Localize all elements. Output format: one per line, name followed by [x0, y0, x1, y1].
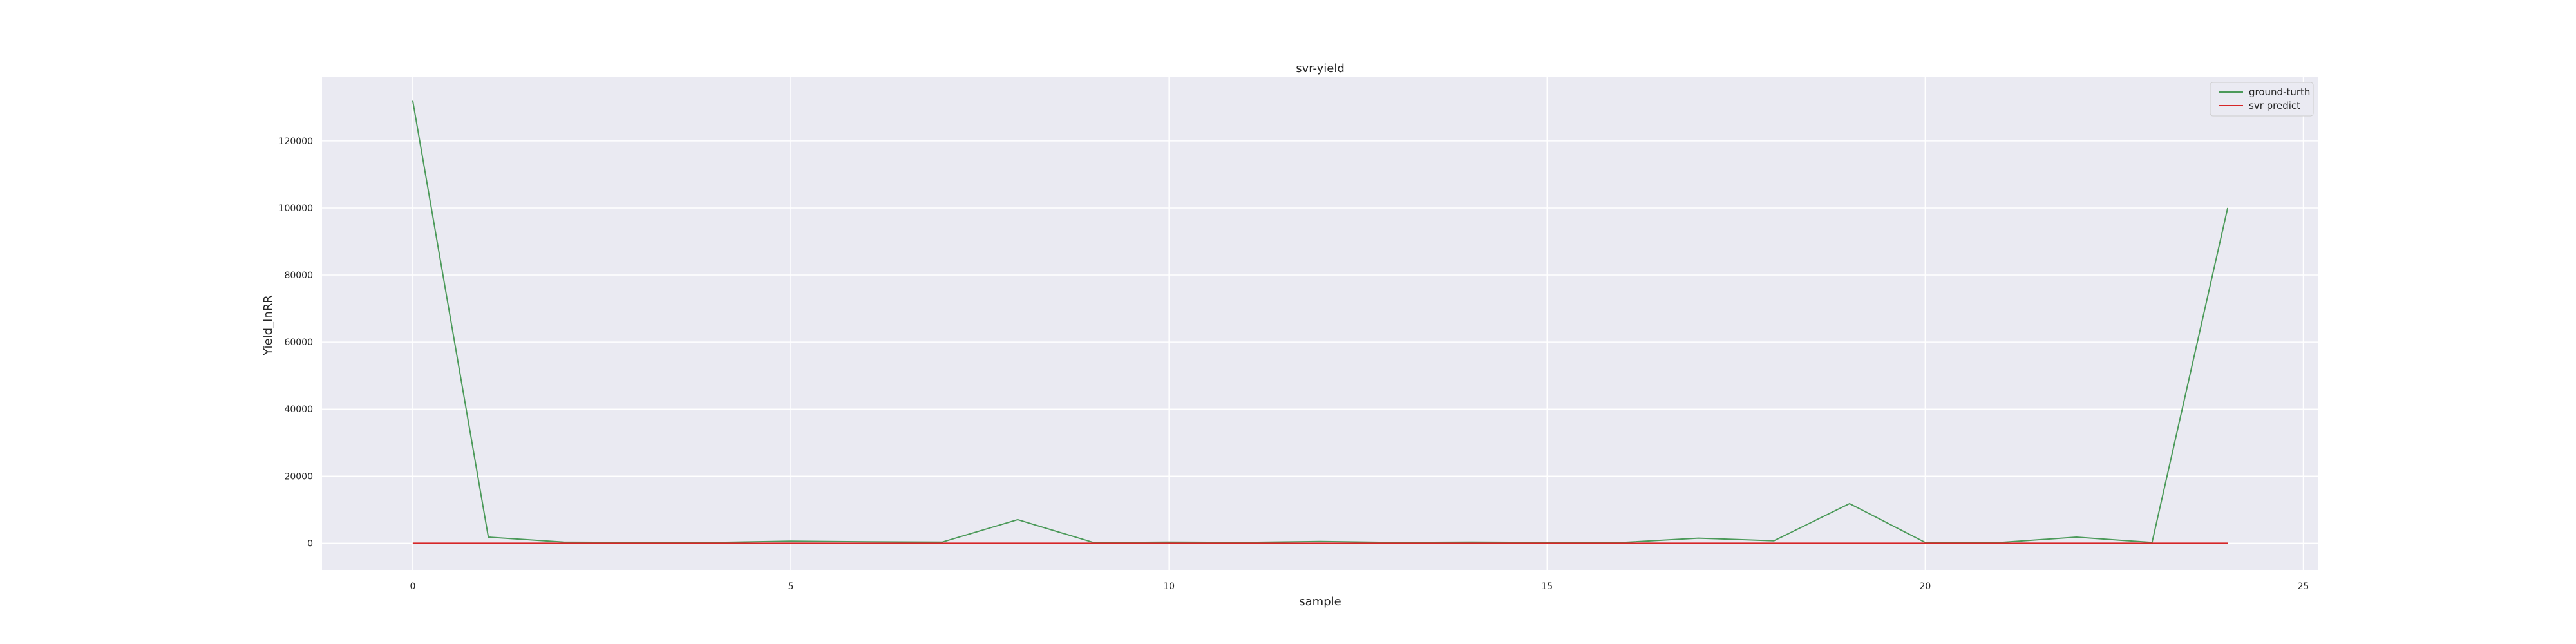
- x-tick-labels: 0 5 10 15 20 25: [410, 582, 2309, 592]
- series-layer: [412, 100, 2229, 544]
- x-tick-label: 15: [1541, 582, 1553, 592]
- y-tick-labels: 0 20000 40000 60000 80000 100000 120000: [279, 137, 313, 549]
- x-gridlines: [412, 77, 2304, 570]
- x-tick-label: 10: [1163, 582, 1175, 592]
- y-tick-label: 120000: [279, 137, 313, 147]
- x-tick-label: 5: [788, 582, 794, 592]
- x-tick-label: 25: [2298, 582, 2309, 592]
- x-tick-label: 20: [1919, 582, 1931, 592]
- x-tick-label: 0: [410, 582, 415, 592]
- legend-label-ground-turth: ground-turth: [2249, 86, 2310, 98]
- y-tick-label: 80000: [284, 270, 313, 281]
- chart-title: svr-yield: [1296, 62, 1345, 75]
- y-tick-label: 20000: [284, 471, 313, 482]
- y-axis-label: Yield_InRR: [261, 295, 275, 356]
- y-tick-label: 60000: [284, 337, 313, 348]
- y-tick-label: 100000: [279, 204, 313, 214]
- plot-background: [322, 77, 2318, 570]
- y-tick-label: 0: [307, 538, 313, 549]
- series-line-ground-turth: [412, 100, 2229, 544]
- legend: ground-turth svr predict: [2210, 82, 2314, 117]
- x-axis-label: sample: [1299, 595, 1341, 609]
- y-tick-label: 40000: [284, 404, 313, 415]
- legend-box: [2210, 82, 2314, 117]
- legend-label-svr-predict: svr predict: [2249, 100, 2300, 111]
